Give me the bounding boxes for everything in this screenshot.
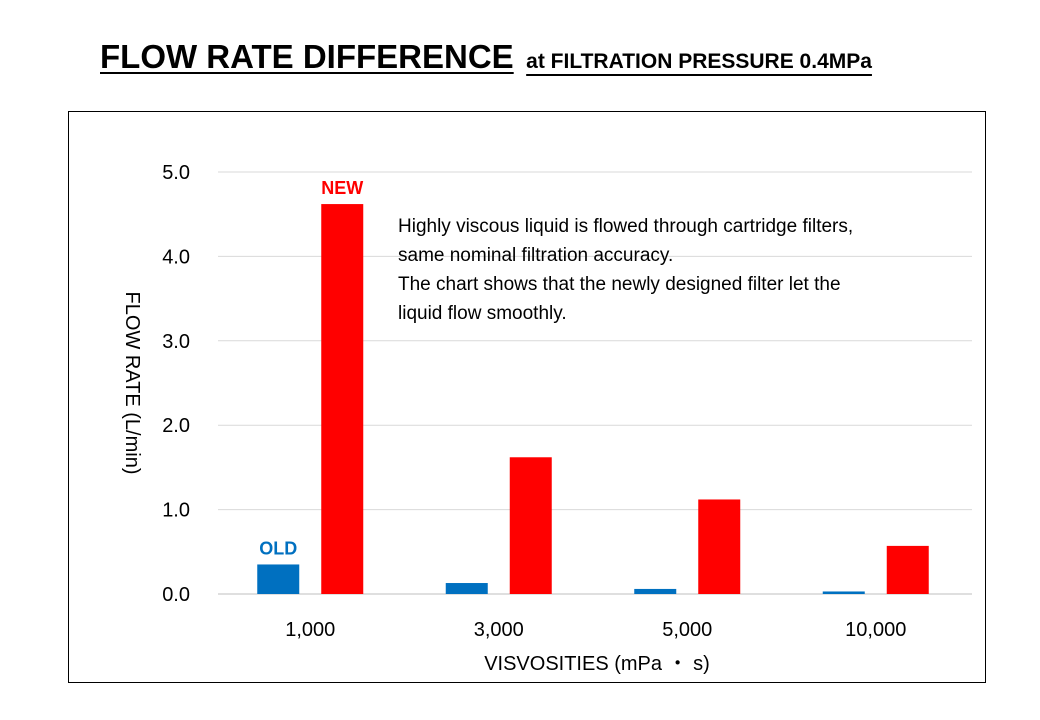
annotation-line-1: Highly viscous liquid is flowed through … — [398, 216, 854, 237]
chart-title-sub: at FILTRATION PRESSURE 0.4MPa — [526, 50, 872, 73]
bar-old-3 — [822, 591, 865, 594]
annotation-line-3: The chart shows that the newly designed … — [398, 274, 841, 295]
x-tick-label-0: 1,000 — [285, 619, 335, 641]
bar-old-1 — [445, 583, 488, 594]
series-label-old: OLD — [259, 538, 297, 558]
x-tick-label-3: 10,000 — [845, 619, 906, 641]
y-tick-label-0: 0.0 — [162, 584, 190, 606]
x-axis-label: VISVOSITIES (mPa ・ s) — [484, 653, 710, 675]
chart-frame — [68, 111, 986, 683]
bar-old-2 — [634, 588, 677, 594]
x-tick-label-2: 5,000 — [662, 619, 712, 641]
chart-annotation: Highly viscous liquid is flowed through … — [398, 212, 958, 328]
annotation-line-2: same nominal filtration accuracy. — [398, 245, 674, 266]
y-axis-label: FLOW RATE (L/min) — [121, 292, 143, 475]
y-tick-label-2: 2.0 — [162, 415, 190, 437]
x-tick-label-1: 3,000 — [474, 619, 524, 641]
chart-title-main: FLOW RATE DIFFERENCE — [100, 38, 514, 75]
bar-new-2 — [698, 499, 741, 594]
y-tick-label-4: 4.0 — [162, 246, 190, 268]
bar-old-0 — [257, 564, 300, 594]
bar-new-1 — [509, 457, 552, 594]
bar-new-0 — [321, 204, 364, 594]
series-label-new: NEW — [321, 178, 363, 198]
bar-new-3 — [886, 545, 929, 594]
y-tick-label-3: 3.0 — [162, 331, 190, 353]
y-tick-label-5: 5.0 — [162, 162, 190, 184]
annotation-line-4: liquid flow smoothly. — [398, 303, 567, 324]
chart-title: FLOW RATE DIFFERENCE at FILTRATION PRESS… — [100, 38, 930, 82]
y-tick-label-1: 1.0 — [162, 500, 190, 522]
